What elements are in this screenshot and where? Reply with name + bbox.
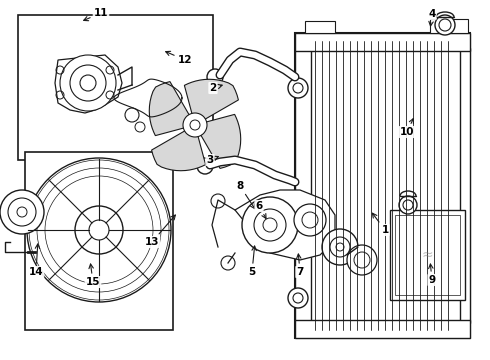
Bar	[295, 320, 470, 338]
Circle shape	[0, 190, 44, 234]
Polygon shape	[235, 190, 335, 260]
Circle shape	[75, 206, 123, 254]
Text: 14: 14	[29, 244, 43, 277]
Circle shape	[403, 200, 413, 210]
Circle shape	[439, 19, 451, 31]
Circle shape	[399, 196, 417, 214]
Text: 7: 7	[296, 254, 304, 277]
Text: 2: 2	[209, 83, 222, 93]
Polygon shape	[149, 82, 189, 136]
Circle shape	[435, 15, 455, 35]
Circle shape	[190, 120, 200, 130]
Polygon shape	[390, 210, 465, 300]
Bar	[295, 48, 311, 323]
Circle shape	[17, 207, 27, 217]
Bar	[295, 33, 470, 338]
Circle shape	[125, 108, 139, 122]
Polygon shape	[184, 79, 239, 119]
Text: 11: 11	[84, 8, 108, 21]
Circle shape	[322, 229, 358, 265]
Polygon shape	[55, 55, 122, 113]
Circle shape	[221, 256, 235, 270]
Circle shape	[293, 293, 303, 303]
Circle shape	[354, 252, 370, 268]
Circle shape	[207, 69, 223, 85]
Circle shape	[302, 212, 318, 228]
Polygon shape	[201, 114, 241, 168]
Text: 15: 15	[86, 264, 100, 287]
Bar	[430, 19, 468, 33]
Circle shape	[70, 65, 106, 101]
Bar	[18, 15, 213, 160]
Text: 5: 5	[248, 246, 256, 277]
Text: 9: 9	[428, 264, 436, 285]
Circle shape	[211, 194, 225, 208]
Text: 3: 3	[206, 155, 218, 165]
Circle shape	[263, 218, 277, 232]
Bar	[460, 48, 470, 323]
Circle shape	[27, 158, 171, 302]
Circle shape	[183, 113, 207, 137]
Text: 8: 8	[236, 181, 255, 209]
Text: 12: 12	[166, 51, 192, 65]
Text: 10: 10	[400, 119, 414, 137]
Text: 6: 6	[255, 201, 266, 219]
Circle shape	[197, 158, 213, 174]
Text: 13: 13	[145, 215, 175, 247]
Polygon shape	[151, 131, 206, 171]
Circle shape	[254, 209, 286, 241]
Text: 4: 4	[428, 9, 436, 26]
Circle shape	[60, 55, 116, 111]
Circle shape	[293, 83, 303, 93]
Circle shape	[80, 75, 96, 91]
Bar	[295, 33, 470, 51]
Circle shape	[288, 78, 308, 98]
Circle shape	[347, 245, 377, 275]
Circle shape	[89, 220, 109, 240]
Circle shape	[288, 288, 308, 308]
Circle shape	[336, 243, 344, 251]
Circle shape	[330, 237, 350, 257]
Bar	[305, 21, 335, 33]
Bar	[395, 215, 460, 295]
Circle shape	[242, 197, 298, 253]
Circle shape	[8, 198, 36, 226]
Text: ≈: ≈	[421, 248, 433, 262]
Bar	[25, 152, 173, 330]
Circle shape	[294, 204, 326, 236]
Text: 1: 1	[372, 213, 389, 235]
Circle shape	[135, 122, 145, 132]
